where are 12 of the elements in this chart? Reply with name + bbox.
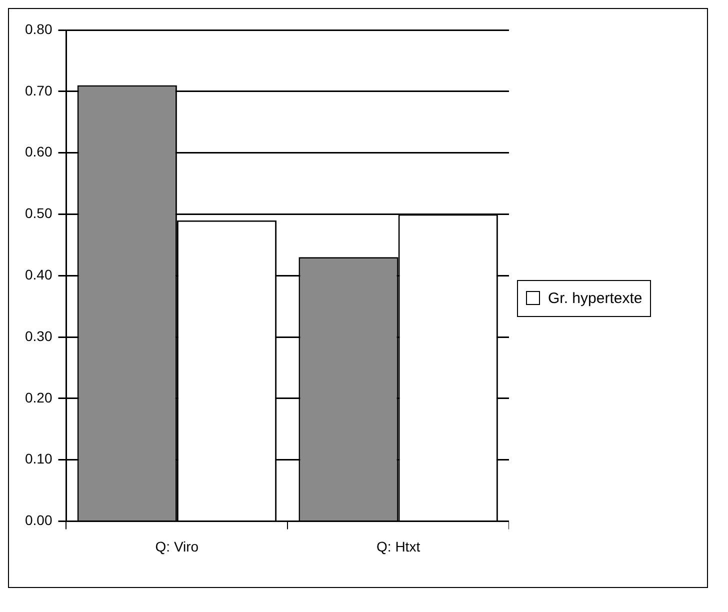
y-tick-label: 0.50	[25, 205, 52, 222]
y-tick-label: 0.60	[25, 144, 52, 160]
y-tick-label: 0.70	[25, 82, 52, 98]
x-tick-label: Q: Htxt	[376, 538, 420, 554]
text: Gr. hypertexte	[548, 290, 642, 306]
y-tick-label: 0.10	[25, 450, 52, 467]
y-tick-label: 0.00	[25, 512, 52, 528]
y-tick-label: 0.20	[25, 389, 52, 406]
y-tick-label: 0.30	[25, 328, 52, 344]
x-tick-label: Q: Viro	[155, 538, 199, 554]
y-tick-label: 0.40	[25, 266, 52, 282]
y-tick-label: 0.80	[25, 20, 52, 37]
